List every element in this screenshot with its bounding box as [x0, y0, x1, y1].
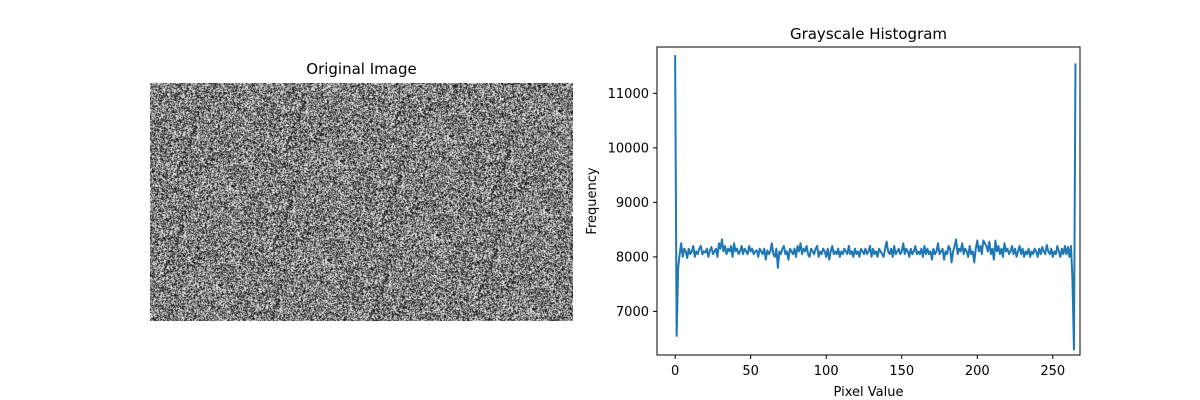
- y-tick-label: 7000: [616, 305, 649, 320]
- y-tick-label: 8000: [616, 250, 649, 265]
- grayscale-noise-image: [150, 83, 573, 321]
- y-tick-label: 11000: [608, 87, 649, 102]
- y-axis-ticks: 7000 8000 9000 10000 11000: [608, 87, 657, 320]
- histogram-line: [674, 55, 1077, 351]
- plot-frame: [656, 46, 1081, 356]
- image-panel-title: Original Image: [306, 60, 417, 78]
- y-axis-label: Frequency: [585, 167, 600, 234]
- y-tick-label: 10000: [608, 141, 649, 156]
- x-tick-label: 150: [889, 364, 914, 379]
- y-tick-label: 9000: [616, 196, 649, 211]
- x-tick-label: 200: [965, 364, 990, 379]
- x-tick-label: 50: [742, 364, 759, 379]
- x-tick-label: 250: [1040, 364, 1065, 379]
- chart-title: Grayscale Histogram: [789, 25, 948, 43]
- x-tick-label: 100: [814, 364, 839, 379]
- x-axis-label: Pixel Value: [834, 385, 904, 400]
- x-tick-label: 0: [671, 364, 679, 379]
- x-axis-ticks: 0 50 100 150 200 250: [671, 355, 1065, 379]
- plot-area: [674, 55, 1077, 351]
